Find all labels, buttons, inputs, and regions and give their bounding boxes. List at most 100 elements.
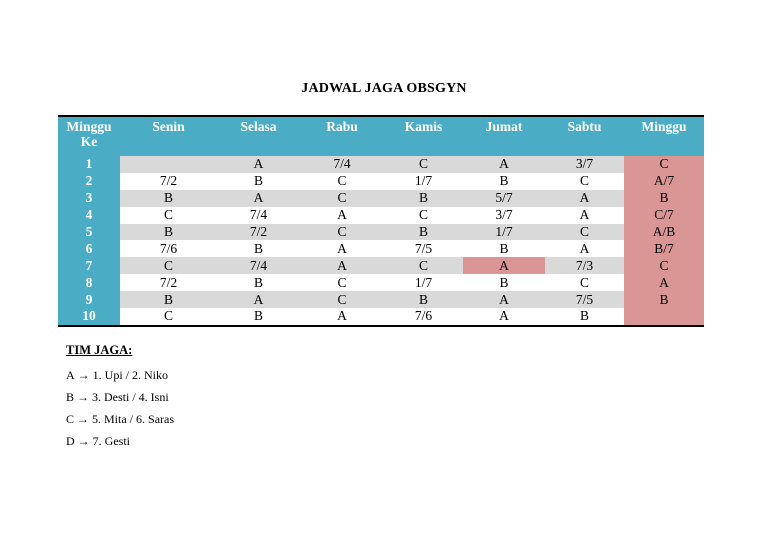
table-cell: C <box>300 189 384 207</box>
sunday-cell: A/7 <box>624 172 704 190</box>
week-number: 7 <box>58 257 120 275</box>
table-cell: B <box>120 223 217 241</box>
table-cell: C <box>300 291 384 309</box>
week-number: 3 <box>58 189 120 207</box>
table-cell: 7/6 <box>384 308 463 327</box>
table-cell: A <box>463 291 545 309</box>
column-header: Kamis <box>384 115 463 156</box>
week-number: 9 <box>58 291 120 309</box>
table-row: 2 7/2 B C 1/7 B C A/7 <box>58 172 704 190</box>
legend-team: A <box>66 368 75 382</box>
week-number: 6 <box>58 240 120 258</box>
table-cell: B <box>384 189 463 207</box>
table-row: 4 C 7/4 A C 3/7 A C/7 <box>58 206 704 224</box>
table-cell: C <box>545 172 624 190</box>
table-cell: A <box>545 189 624 207</box>
table-cell: 1/7 <box>384 274 463 292</box>
legend-team: C <box>66 412 75 426</box>
legend-heading: TIM JAGA: <box>66 343 133 357</box>
table-row: 7 C 7/4 A C A 7/3 C <box>58 257 704 275</box>
sunday-cell: A <box>624 274 704 292</box>
table-cell: A <box>463 156 545 173</box>
table-cell: 7/5 <box>384 240 463 258</box>
table-cell: A <box>463 308 545 327</box>
arrow-icon: → <box>77 368 90 382</box>
table-cell: 7/4 <box>217 206 300 224</box>
sunday-cell: B <box>624 189 704 207</box>
week-number: 1 <box>58 156 120 173</box>
table-row: 9 B A C B A 7/5 B <box>58 291 704 309</box>
legend-item: A → 1. Upi / 2. Niko <box>66 367 174 389</box>
table-cell: 5/7 <box>463 189 545 207</box>
page-title: JADWAL JAGA OBSGYN <box>301 81 467 96</box>
schedule-table: Minggu Ke Senin Selasa Rabu Kamis Jumat … <box>58 115 704 327</box>
column-header: Rabu <box>300 115 384 156</box>
sunday-cell: C <box>624 257 704 275</box>
table-cell: A <box>463 257 545 275</box>
table-cell: B <box>384 291 463 309</box>
week-number: 10 <box>58 308 120 327</box>
legend-team: D <box>66 434 75 448</box>
sunday-cell: B <box>624 291 704 309</box>
table-cell: A <box>217 156 300 173</box>
table-cell: A <box>300 308 384 327</box>
week-number: 8 <box>58 274 120 292</box>
column-header: Selasa <box>217 115 300 156</box>
table-cell: A <box>545 206 624 224</box>
table-cell: B <box>463 172 545 190</box>
table-row: 3 B A C B 5/7 A B <box>58 189 704 207</box>
legend-item: D → 7. Gesti <box>66 433 174 455</box>
table-cell: C <box>120 257 217 275</box>
table-cell: C <box>545 274 624 292</box>
table-cell: C <box>545 223 624 241</box>
legend-item: B → 3. Desti / 4. Isni <box>66 389 174 411</box>
week-number: 4 <box>58 206 120 224</box>
table-cell: C <box>300 223 384 241</box>
table-cell: B <box>217 172 300 190</box>
legend-item: C → 5. Mita / 6. Saras <box>66 411 174 433</box>
table-cell: A <box>300 206 384 224</box>
legend-members: 5. Mita / 6. Saras <box>92 412 175 426</box>
sunday-cell: C/7 <box>624 206 704 224</box>
arrow-icon: → <box>77 390 90 404</box>
column-header: Minggu Ke <box>58 115 120 156</box>
table-cell: 3/7 <box>463 206 545 224</box>
table-cell: 7/4 <box>217 257 300 275</box>
table-cell: A <box>300 240 384 258</box>
table-row: 6 7/6 B A 7/5 B A B/7 <box>58 240 704 258</box>
table-cell: A <box>545 240 624 258</box>
legend-members: 7. Gesti <box>92 434 131 448</box>
table-cell: B <box>120 189 217 207</box>
legend-members: 1. Upi / 2. Niko <box>92 368 169 382</box>
table-cell: B <box>217 274 300 292</box>
column-header: Minggu <box>624 115 704 156</box>
table-cell: 7/2 <box>217 223 300 241</box>
table-cell: C <box>384 257 463 275</box>
table-cell: 7/3 <box>545 257 624 275</box>
week-number: 2 <box>58 172 120 190</box>
arrow-icon: → <box>77 412 90 426</box>
table-cell: 1/7 <box>463 223 545 241</box>
table-cell: A <box>217 291 300 309</box>
table-row: 8 7/2 B C 1/7 B C A <box>58 274 704 292</box>
table-cell: 7/6 <box>120 240 217 258</box>
table-cell: B <box>217 308 300 327</box>
table-cell: B <box>384 223 463 241</box>
legend-members: 3. Desti / 4. Isni <box>92 390 169 404</box>
table-cell: 1/7 <box>384 172 463 190</box>
table-cell: A <box>300 257 384 275</box>
week-number: 5 <box>58 223 120 241</box>
table-cell: C <box>300 274 384 292</box>
table-cell: C <box>120 206 217 224</box>
sunday-cell <box>624 308 704 327</box>
table-cell: B <box>545 308 624 327</box>
legend: TIM JAGA: A → 1. Upi / 2. Niko B → 3. Desti … <box>66 343 174 455</box>
table-cell: B <box>463 240 545 258</box>
table-cell: C <box>300 172 384 190</box>
table-cell: B <box>120 291 217 309</box>
table-row: 1 A 7/4 C A 3/7 C <box>58 156 704 173</box>
table-cell <box>120 156 217 173</box>
table-cell: B <box>463 274 545 292</box>
sunday-cell: A/B <box>624 223 704 241</box>
table-row: 5 B 7/2 C B 1/7 C A/B <box>58 223 704 241</box>
